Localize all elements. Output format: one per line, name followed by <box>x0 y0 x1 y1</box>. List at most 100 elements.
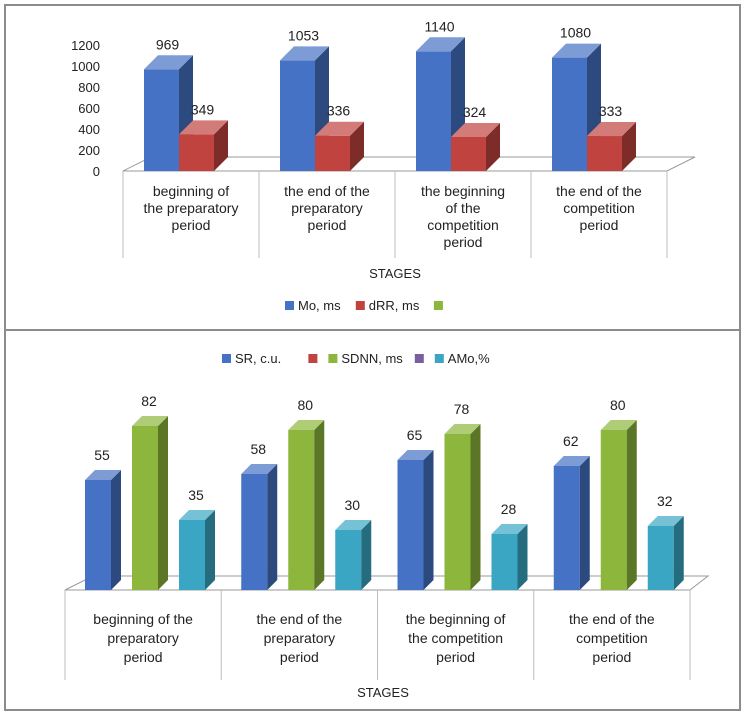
top-data-label: 1080 <box>560 25 591 41</box>
bottom-category-label: the end of the <box>569 611 655 627</box>
top-bar-mo-ms-2-front <box>280 60 315 172</box>
top-data-label: 1140 <box>424 18 454 34</box>
bottom-category-label: period <box>124 649 163 665</box>
bottom-legend-swatch <box>308 354 318 363</box>
bottom-chart-legend: SR, c.u. SDNN, ms AMo,% <box>222 351 490 366</box>
bottom-bar-sdnn-ms-1 <box>132 416 168 590</box>
top-bar-drr-ms-3-side <box>486 122 500 171</box>
top-chart-bars <box>144 37 636 172</box>
bottom-bar-sdnn-ms-2 <box>288 420 325 590</box>
top-y-tick-label: 200 <box>78 143 100 158</box>
bottom-data-label: 32 <box>657 493 673 509</box>
bottom-data-label: 55 <box>94 447 110 463</box>
bottom-category-label: period <box>436 649 475 665</box>
bottom-legend-swatch <box>222 354 231 363</box>
bottom-bar-amo-2-top <box>335 520 372 530</box>
top-category-label: period <box>308 217 347 233</box>
bottom-x-axis-title: STAGES <box>357 685 409 700</box>
top-bar-drr-ms-3-front <box>451 136 486 171</box>
top-category-label: period <box>580 217 619 233</box>
top-bar-drr-ms-2-front <box>315 135 350 171</box>
bottom-legend-label: AMo,% <box>448 351 490 366</box>
top-category-label: competition <box>563 200 635 216</box>
bottom-data-label: 82 <box>141 393 157 409</box>
bottom-bar-sdnn-ms-3-front <box>444 434 471 590</box>
top-bar-mo-ms-1-front <box>144 69 179 171</box>
bottom-data-label: 78 <box>454 401 470 417</box>
bottom-bar-amo-4-front <box>647 526 674 590</box>
top-y-tick-label: 400 <box>78 122 100 137</box>
top-category-label: the preparatory <box>144 200 239 216</box>
top-category-label: the end of the <box>284 183 370 199</box>
top-legend-label: Mo, ms <box>298 298 341 313</box>
top-chart-legend: Mo, ms dRR, ms <box>285 298 443 313</box>
bottom-chart-bars <box>85 416 684 590</box>
bottom-bar-sdnn-ms-2-top <box>288 420 325 430</box>
top-bar-drr-ms-4-top <box>587 122 636 137</box>
bottom-bar-amo-1-front <box>179 520 205 590</box>
top-legend-swatch <box>355 301 365 310</box>
bottom-data-label: 28 <box>501 501 517 517</box>
bottom-bar-amo-2-side <box>361 520 372 590</box>
top-bar-drr-ms-4-side <box>622 122 636 171</box>
top-bar-drr-ms-1-front <box>179 134 214 171</box>
bottom-legend-label: SR, c.u. <box>235 351 281 366</box>
top-bar-drr-ms-3-top <box>451 122 500 137</box>
bottom-legend-label: SDNN, ms <box>341 351 403 366</box>
bottom-bar-amo-2-front <box>335 530 362 590</box>
top-y-tick-label: 1200 <box>71 38 100 53</box>
bottom-bar-sr-c-u-2-front <box>241 474 268 590</box>
bottom-bar-sr-c-u-3-top <box>397 450 434 460</box>
bottom-data-label: 35 <box>188 487 204 503</box>
bottom-bar-sdnn-ms-1-top <box>132 416 168 426</box>
top-x-axis-title: STAGES <box>369 266 421 281</box>
bottom-bar-sr-c-u-1 <box>85 470 121 590</box>
bottom-data-label: 58 <box>250 441 266 457</box>
bottom-bar-amo-3-side <box>517 524 528 590</box>
bottom-bar-sr-c-u-2-side <box>267 464 278 590</box>
top-category-label: beginning of <box>153 183 229 199</box>
bottom-bar-sdnn-ms-4-top <box>600 420 637 430</box>
bottom-bar-sr-c-u-1-front <box>85 480 111 590</box>
bottom-category-label: beginning of the <box>93 611 193 627</box>
top-category-label: period <box>172 217 211 233</box>
bottom-chart-panel: SR, c.u. SDNN, ms AMo,% 55 82 35 beginning of… <box>4 329 741 711</box>
bottom-bar-sdnn-ms-3-top <box>444 424 481 434</box>
bottom-bar-amo-3-front <box>491 534 518 590</box>
top-bar-drr-ms-4 <box>587 122 636 171</box>
top-bar-mo-ms-4-top <box>552 43 601 58</box>
bottom-bar-amo-2 <box>335 520 372 590</box>
top-data-label: 333 <box>599 103 623 119</box>
top-legend-swatch <box>285 301 294 310</box>
bottom-bar-amo-4 <box>647 516 684 590</box>
bottom-bar-sr-c-u-3 <box>397 450 434 590</box>
top-bar-drr-ms-4-front <box>587 136 622 171</box>
bottom-bar-sr-c-u-2-top <box>241 464 278 474</box>
bottom-bar-sdnn-ms-4 <box>600 420 637 590</box>
bottom-bar-amo-4-side <box>673 516 684 590</box>
bottom-legend-swatch <box>434 354 444 363</box>
top-data-label: 324 <box>463 104 487 120</box>
top-category-label: of the <box>445 200 480 216</box>
top-y-tick-label: 1000 <box>71 59 100 74</box>
top-bar-mo-ms-3-front <box>416 51 451 171</box>
bottom-bar-sdnn-ms-3-side <box>470 424 481 590</box>
bottom-bar-sdnn-ms-1-front <box>132 426 158 590</box>
top-category-label: period <box>444 234 483 250</box>
top-bar-drr-ms-3 <box>451 122 500 171</box>
top-y-tick-label: 0 <box>93 164 100 179</box>
top-bar-drr-ms-2-side <box>350 121 364 171</box>
bottom-chart-labels: 55 82 35 beginning of the preparatory period 5… <box>93 393 672 665</box>
top-legend-label: dRR, ms <box>369 298 420 313</box>
bottom-chart-axes <box>64 575 710 680</box>
bottom-data-label: 30 <box>344 497 360 513</box>
bottom-category-label: period <box>592 649 631 665</box>
bottom-bar-sr-c-u-4-top <box>553 456 590 466</box>
top-y-tick-label: 600 <box>78 101 100 116</box>
bottom-bar-sr-c-u-3-side <box>423 450 434 590</box>
top-bar-drr-ms-1-top <box>179 120 228 135</box>
bottom-category-label: competition <box>576 630 648 646</box>
bottom-bar-sr-c-u-3-front <box>397 460 424 590</box>
bottom-bar-sdnn-ms-1-side <box>158 416 168 590</box>
